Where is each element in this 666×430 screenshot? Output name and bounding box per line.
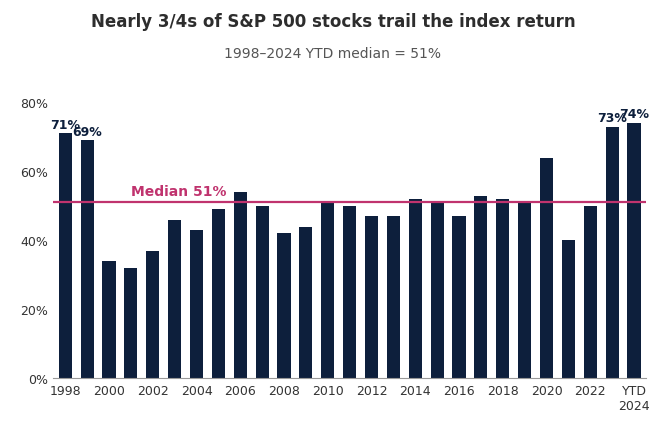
- Bar: [190, 230, 203, 378]
- Text: 74%: 74%: [619, 108, 649, 121]
- Bar: [234, 193, 247, 378]
- Bar: [365, 217, 378, 378]
- Bar: [256, 206, 268, 378]
- Bar: [59, 134, 72, 378]
- Bar: [299, 227, 312, 378]
- Text: 69%: 69%: [73, 125, 102, 138]
- Bar: [583, 206, 597, 378]
- Text: 1998–2024 YTD median = 51%: 1998–2024 YTD median = 51%: [224, 47, 442, 61]
- Bar: [103, 261, 116, 378]
- Bar: [452, 217, 466, 378]
- Bar: [321, 203, 334, 378]
- Bar: [81, 141, 94, 378]
- Bar: [278, 234, 290, 378]
- Bar: [605, 127, 619, 378]
- Bar: [212, 210, 225, 378]
- Bar: [518, 203, 531, 378]
- Bar: [168, 220, 181, 378]
- Text: Nearly 3/4s of S&P 500 stocks trail the index return: Nearly 3/4s of S&P 500 stocks trail the …: [91, 13, 575, 31]
- Bar: [125, 268, 137, 378]
- Bar: [562, 241, 575, 378]
- Text: 71%: 71%: [51, 118, 81, 132]
- Bar: [343, 206, 356, 378]
- Text: 73%: 73%: [597, 111, 627, 125]
- Text: Median 51%: Median 51%: [131, 185, 226, 199]
- Bar: [474, 196, 488, 378]
- Bar: [387, 217, 400, 378]
- Bar: [627, 124, 641, 378]
- Bar: [409, 200, 422, 378]
- Bar: [431, 203, 444, 378]
- Bar: [496, 200, 509, 378]
- Bar: [147, 251, 159, 378]
- Bar: [540, 158, 553, 378]
